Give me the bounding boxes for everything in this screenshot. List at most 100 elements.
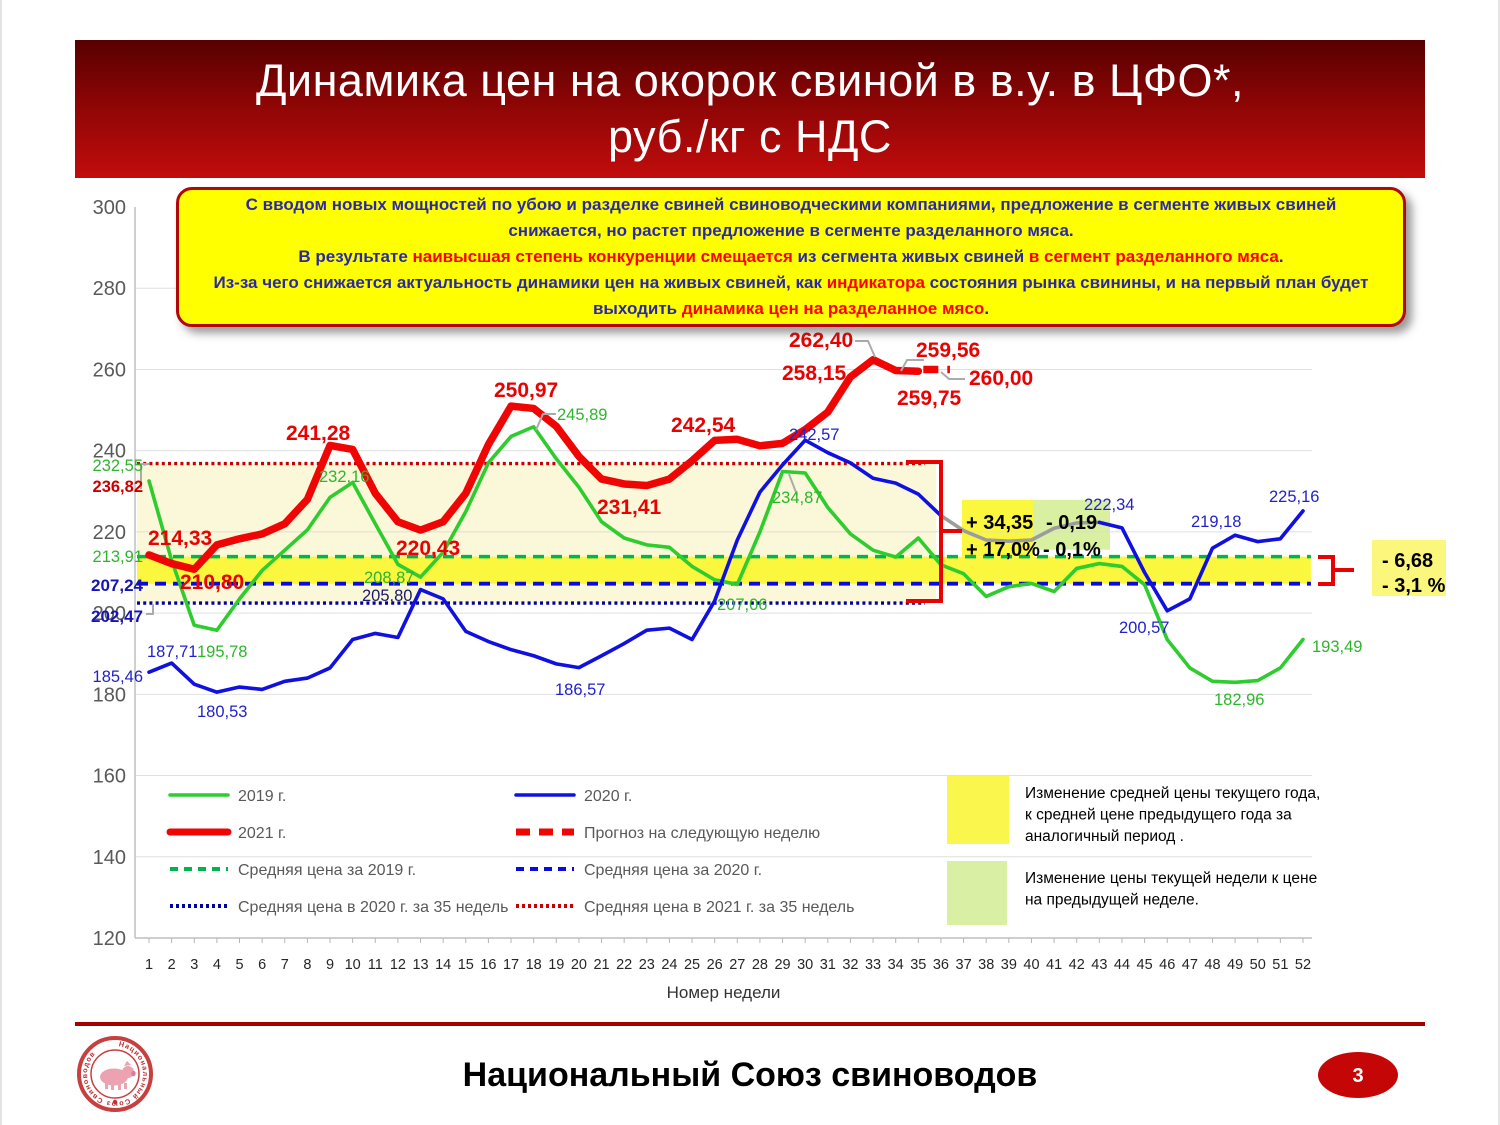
leader-line <box>788 473 798 496</box>
svg-text:31: 31 <box>820 957 836 973</box>
page-number-badge: 3 <box>1318 1052 1398 1098</box>
legend-item-2: 2020 г. <box>514 788 632 805</box>
svg-text:34: 34 <box>888 957 904 973</box>
svg-text:46: 46 <box>1159 957 1175 973</box>
svg-text:51: 51 <box>1272 957 1288 973</box>
data-label: 202,47 <box>91 607 143 626</box>
data-label: 231,41 <box>597 496 662 519</box>
series-2020-line-grey <box>939 513 1102 544</box>
data-label: 259,56 <box>916 339 980 362</box>
data-label: - 6,68 <box>1382 550 1433 572</box>
x-axis-title: Номер недели <box>667 983 781 1002</box>
svg-text:33: 33 <box>865 957 881 973</box>
legend-note-2: Изменение цены текущей недели к цене на п… <box>947 861 1317 925</box>
callout-line-5: выходить динамика цен на разделанное мяс… <box>592 299 990 318</box>
footer-divider <box>75 1022 1425 1026</box>
data-label: 232,16 <box>319 468 369 486</box>
svg-text:35: 35 <box>910 957 926 973</box>
svg-text:120: 120 <box>93 928 126 950</box>
legend-note-swatch <box>947 776 1009 844</box>
legend-label: Средняя цена за 2019 г. <box>238 862 416 879</box>
right-change-label-box <box>1372 540 1446 596</box>
svg-text:45: 45 <box>1137 957 1153 973</box>
organization-logo: Национальный Союз Свиноводов <box>77 1036 153 1112</box>
data-label: 242,54 <box>671 414 736 437</box>
svg-text:280: 280 <box>93 278 126 300</box>
svg-text:50: 50 <box>1250 957 1266 973</box>
legend-item-8: Средняя цена в 2021 г. за 35 недель <box>516 899 854 916</box>
data-label: 219,18 <box>1191 513 1241 531</box>
svg-text:39: 39 <box>1001 957 1017 973</box>
legend-note-swatch <box>947 861 1007 925</box>
svg-text:26: 26 <box>707 957 723 973</box>
legend-label: Прогноз на следующую неделю <box>584 825 820 842</box>
red-bracket-1 <box>906 460 962 603</box>
svg-text:260: 260 <box>93 359 126 381</box>
data-label: 258,15 <box>782 362 847 385</box>
data-label: 182,96 <box>1214 691 1264 709</box>
callout-line-4: Из-за чего снижается актуальность динами… <box>213 273 1369 292</box>
svg-text:43: 43 <box>1091 957 1107 973</box>
svg-text:15: 15 <box>458 957 474 973</box>
data-label: 214,33 <box>148 527 212 550</box>
data-label: 207,24 <box>91 576 144 595</box>
svg-text:44: 44 <box>1114 957 1130 973</box>
svg-text:18: 18 <box>526 957 542 973</box>
pig-leg-icon <box>118 1084 121 1090</box>
leader-line <box>900 359 924 372</box>
page-badge-ellipse <box>1318 1052 1398 1098</box>
page-number: 3 <box>1352 1065 1363 1087</box>
svg-text:42: 42 <box>1069 957 1085 973</box>
logo-bottom-mark <box>112 1099 118 1105</box>
svg-text:38: 38 <box>978 957 994 973</box>
svg-text:1: 1 <box>145 957 153 973</box>
svg-text:180: 180 <box>93 684 126 706</box>
data-label: - 0,1% <box>1043 539 1101 561</box>
data-label: 262,40 <box>789 329 853 352</box>
pig-ear-icon <box>124 1061 131 1066</box>
series-2021-line <box>145 355 923 574</box>
series-2019-line <box>147 424 1305 685</box>
slide-left-edge <box>0 0 2 1125</box>
svg-text:2: 2 <box>168 957 176 973</box>
pig-snout-icon <box>131 1070 136 1077</box>
data-label: 222,34 <box>1084 496 1134 514</box>
callout-box: С вводом новых мощностей по убою и разде… <box>176 187 1406 327</box>
data-label: 186,57 <box>555 681 605 699</box>
svg-text:37: 37 <box>956 957 972 973</box>
svg-text:25: 25 <box>684 957 700 973</box>
legend-note-text: Изменение цены текущей недели к цене на п… <box>1025 870 1317 909</box>
svg-text:40: 40 <box>1023 957 1039 973</box>
page-title-line2: руб./кг с НДС <box>608 111 892 162</box>
legend-label: Средняя цена в 2020 г. за 35 недель <box>238 899 508 916</box>
legend-label: Средняя цена за 2020 г. <box>584 862 762 879</box>
data-label: 236,82 <box>93 478 143 496</box>
svg-text:10: 10 <box>345 957 361 973</box>
svg-text:52: 52 <box>1295 957 1311 973</box>
svg-text:47: 47 <box>1182 957 1198 973</box>
slide-right-edge <box>1498 0 1500 1125</box>
pig-head-icon <box>122 1066 134 1078</box>
svg-text:140: 140 <box>93 847 126 869</box>
svg-text:41: 41 <box>1046 957 1062 973</box>
data-label: 210,80 <box>180 571 244 594</box>
data-label: 205,80 <box>362 587 412 605</box>
svg-text:4: 4 <box>213 957 221 973</box>
legend-item-4: Прогноз на следующую неделю <box>516 825 820 842</box>
svg-text:28: 28 <box>752 957 768 973</box>
legend-item-3: 2021 г. <box>166 825 286 842</box>
leader-line <box>940 371 965 380</box>
y-tick-labels: 120 140 160 180 200 220 240 260 280 300 <box>93 197 126 950</box>
data-label: 193,49 <box>1312 638 1362 656</box>
data-label: 200,57 <box>1119 619 1169 637</box>
svg-text:36: 36 <box>933 957 949 973</box>
legend-note-1: Изменение средней цены текущего года, к с… <box>947 776 1320 845</box>
svg-text:3: 3 <box>190 957 198 973</box>
legend-item-7: Средняя цена в 2020 г. за 35 недель <box>170 899 508 916</box>
data-label: 259,75 <box>897 387 962 410</box>
pig-leg-icon <box>111 1084 114 1090</box>
data-label: 260,00 <box>969 367 1033 390</box>
legend-label: Средняя цена в 2021 г. за 35 недель <box>584 899 854 916</box>
x-tick-labels: 1 2 3 4 5 6 7 8 9 10 11 12 13 14 15 16 17 18 19 20 21 22 23 24 2… <box>145 957 1311 973</box>
